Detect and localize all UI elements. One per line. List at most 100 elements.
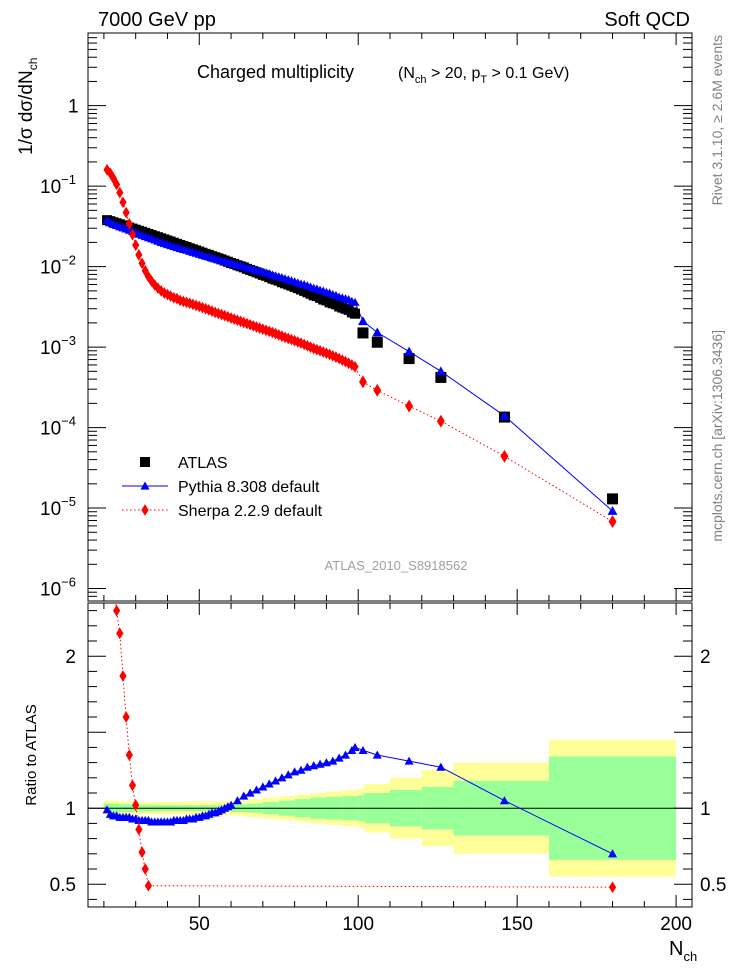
ratio-point-sherpa	[125, 749, 133, 761]
data-point-sherpa	[326, 348, 334, 361]
ratio-point-sherpa	[113, 604, 121, 617]
data-point-sherpa	[154, 282, 162, 295]
ratio-data-series	[102, 574, 618, 894]
mcplots-label: mcplots.cern.ch [arXiv:1306.3436]	[709, 330, 725, 542]
tick-exponent: −1	[61, 172, 76, 187]
tick-base: 10	[40, 499, 61, 520]
subtitle-part-3: T	[480, 74, 487, 86]
header-category-label: Soft QCD	[604, 9, 690, 31]
data-point-sherpa	[271, 327, 280, 340]
ratio-point-pythia	[296, 765, 306, 774]
x-tick-label: 150	[501, 914, 533, 935]
ratio-point-sherpa	[110, 574, 117, 586]
legend-marker	[140, 481, 150, 490]
data-point-sherpa	[373, 383, 382, 397]
ratio-point-pythia	[328, 756, 338, 765]
subtitle-part-2: > 20, p	[427, 65, 481, 82]
ratio-point-pythia	[358, 745, 368, 755]
data-point-sherpa	[208, 305, 216, 317]
ratio-y-tick-labels: 0.5 0.5 1 1 2 2	[50, 647, 727, 896]
data-point-sherpa	[297, 337, 305, 349]
data-point-sherpa	[135, 249, 143, 261]
data-point-sherpa	[182, 296, 191, 309]
data-point-atlas	[357, 327, 369, 339]
ylabel-part-0: 1/σ dσ/dN	[16, 70, 37, 155]
ratio-point-pythia	[350, 742, 360, 751]
data-point-sherpa	[322, 347, 331, 360]
data-point-sherpa	[230, 313, 238, 325]
header-energy-label: 7000 GeV pp	[98, 9, 216, 31]
ratio-y-tick-label-right: 2	[700, 647, 711, 668]
ratio-y-tick-label-right: 0.5	[700, 875, 726, 896]
ratio-point-sherpa	[128, 779, 137, 792]
x-tick-label: 200	[660, 914, 692, 935]
data-point-sherpa	[211, 306, 219, 319]
data-point-sherpa	[300, 338, 308, 351]
data-point-atlas	[350, 308, 361, 319]
data-point-sherpa	[221, 309, 229, 322]
xlabel-part-1: ch	[683, 949, 697, 964]
ratio-point-sherpa	[608, 881, 617, 894]
data-point-sherpa	[224, 310, 232, 323]
x-tick-label: 100	[342, 914, 374, 935]
data-point-sherpa	[351, 360, 359, 373]
data-point-sherpa	[500, 449, 509, 463]
main-y-tick-label: 10−2	[40, 253, 76, 279]
ratio-point-pythia	[226, 800, 236, 809]
data-point-pythia	[607, 506, 618, 515]
main-y-tick-labels: 110−110−210−310−410−510−6	[40, 97, 79, 601]
data-point-sherpa	[116, 186, 124, 199]
ratio-point-pythia	[436, 762, 446, 771]
data-point-sherpa	[348, 359, 356, 371]
ratio-point-sherpa	[116, 627, 124, 640]
main-title-text: Charged multiplicity	[197, 62, 354, 82]
data-point-sherpa	[275, 329, 283, 341]
main-data-series	[102, 163, 619, 528]
tick-exponent: −6	[61, 575, 76, 590]
main-y-tick-label: 10−1	[40, 172, 76, 198]
legend-label: Sherpa 2.2.9 default	[178, 503, 323, 520]
data-point-pythia	[499, 410, 510, 420]
data-point-sherpa	[113, 178, 121, 191]
x-axis-label: Nch	[669, 938, 697, 964]
data-point-sherpa	[233, 314, 242, 327]
tick-exponent: −2	[61, 253, 76, 268]
data-point-sherpa	[128, 228, 137, 241]
main-y-axis-label: 1/σ dσ/dNch	[16, 58, 40, 155]
data-point-sherpa	[202, 302, 210, 315]
data-point-atlas	[435, 371, 447, 383]
subtitle-part-1: ch	[415, 74, 427, 86]
rivet-label: Rivet 3.1.10, ≥ 2.6M events	[709, 35, 725, 205]
data-point-sherpa	[122, 206, 130, 219]
ratio-point-pythia	[277, 773, 287, 782]
subtitle-part-0: (N	[398, 65, 415, 82]
main-title: Charged multiplicity (Nch > 20, pT > 0.1…	[197, 62, 569, 86]
data-point-sherpa	[132, 239, 140, 251]
ratio-point-sherpa	[122, 711, 130, 723]
tick-base: 10	[40, 580, 61, 601]
analysis-tag: ATLAS_2010_S8918562	[325, 558, 468, 573]
data-point-sherpa	[281, 331, 289, 344]
data-point-sherpa	[119, 196, 127, 209]
data-point-sherpa	[170, 291, 178, 304]
subtitle-part-4: > 0.1 GeV)	[487, 65, 569, 82]
ratio-point-pythia	[102, 805, 112, 814]
legend-marker	[141, 504, 149, 516]
legend-marker	[140, 457, 150, 467]
data-point-sherpa	[125, 218, 133, 230]
ratio-point-pythia	[232, 796, 242, 805]
ratio-point-pythia	[404, 756, 414, 765]
ratio-point-pythia	[608, 849, 618, 858]
legend: ATLAS Pythia 8.308 default Sherpa 2.2.9 de…	[122, 455, 323, 520]
main-subtitle: (Nch > 20, pT > 0.1 GeV)	[398, 65, 569, 86]
data-point-pythia	[404, 346, 415, 356]
ratio-y-tick-label-left: 1	[65, 799, 76, 820]
ratio-point-sherpa	[135, 823, 143, 836]
data-point-sherpa	[160, 287, 168, 299]
tick-base: 10	[40, 338, 61, 359]
data-point-sherpa	[291, 334, 299, 347]
data-point-sherpa	[608, 515, 617, 528]
data-point-sherpa	[268, 326, 276, 339]
data-point-sherpa	[256, 322, 264, 335]
